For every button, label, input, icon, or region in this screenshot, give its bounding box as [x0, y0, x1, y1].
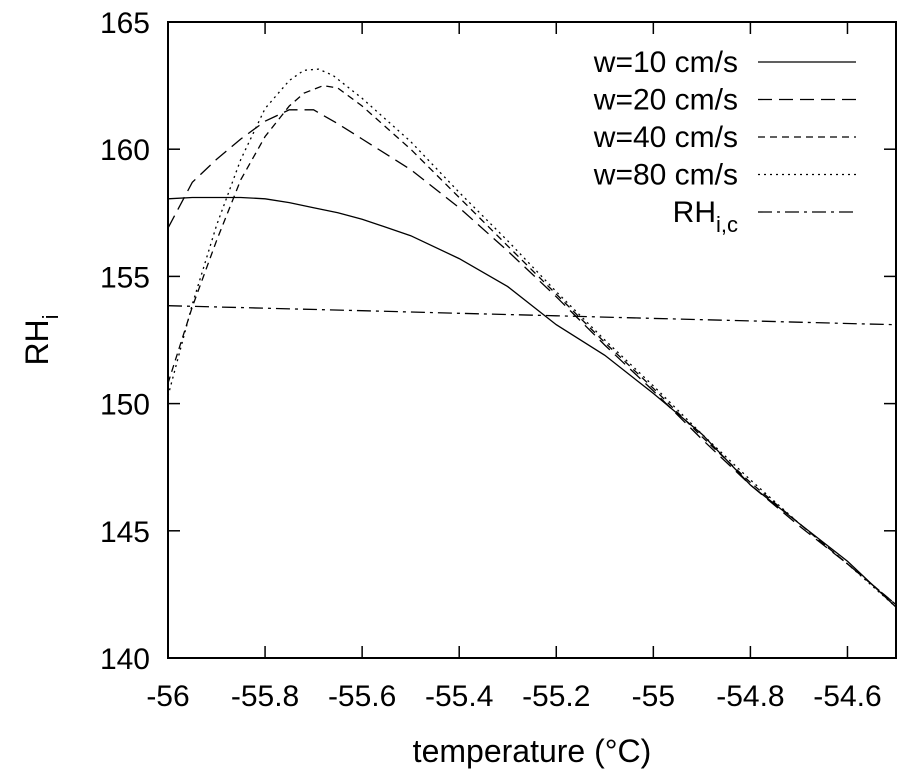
series-line-w-80-cm-s	[167, 68, 897, 608]
x-tick-label: -55.2	[522, 680, 590, 713]
y-tick-label: 145	[100, 516, 150, 549]
legend-label-base: w=20 cm/s	[593, 84, 738, 117]
x-tick-label: -55.8	[231, 680, 299, 713]
legend-label-subscript: i,c	[716, 212, 738, 237]
y-axis-title: RHi	[19, 314, 63, 365]
x-tick-label: -56	[146, 680, 189, 713]
legend-entry: w=10 cm/s	[593, 46, 856, 79]
legend-label: w=20 cm/s	[593, 84, 738, 117]
legend-label: w=40 cm/s	[593, 121, 738, 154]
y-axis-title-subscript: i	[38, 314, 63, 319]
x-tick-label: -55.4	[425, 680, 493, 713]
x-tick-label: -54.6	[813, 680, 881, 713]
legend-entry: w=80 cm/s	[593, 159, 856, 192]
legend-entry: w=20 cm/s	[593, 84, 856, 117]
y-tick-label: 160	[100, 134, 150, 167]
legend-label-base: w=10 cm/s	[593, 46, 738, 79]
y-tick-label: 150	[100, 389, 150, 422]
y-tick-labels: 140 145 150 155 160 165	[100, 7, 150, 676]
series-line-rh-i-c	[167, 305, 897, 326]
x-tick-labels: -56 -55.8 -55.6 -55.4 -55.2 -55 -54.8 -54.6	[146, 680, 881, 713]
series-line-w-20-cm-s	[167, 109, 897, 606]
legend: w=10 cm/s w=20 cm/s w=40 cm/s w=80 cm/s RHi,…	[593, 46, 856, 237]
legend-label-base: w=40 cm/s	[593, 121, 738, 154]
legend-entry: RHi,c	[673, 196, 856, 237]
plot-frame	[167, 21, 897, 659]
legend-label-base: w=80 cm/s	[593, 159, 738, 192]
y-tick-label: 165	[100, 7, 150, 40]
legend-label-base: RH	[673, 196, 716, 229]
x-tick-label: -55.6	[328, 680, 396, 713]
series-layer	[167, 68, 897, 608]
axis-ticks	[167, 21, 896, 659]
legend-label: RHi,c	[673, 196, 738, 237]
y-tick-label: 140	[100, 643, 150, 676]
x-axis-title: temperature (°C)	[413, 733, 652, 769]
x-tick-label: -54.8	[716, 680, 784, 713]
legend-label: w=80 cm/s	[593, 159, 738, 192]
legend-label: w=10 cm/s	[593, 46, 738, 79]
legend-entry: w=40 cm/s	[593, 121, 856, 154]
x-tick-label: -55	[632, 680, 675, 713]
y-axis-title-base: RH	[19, 319, 55, 365]
series-line-w-10-cm-s	[167, 196, 897, 608]
y-tick-label: 155	[100, 261, 150, 294]
series-line-w-40-cm-s	[167, 84, 897, 606]
